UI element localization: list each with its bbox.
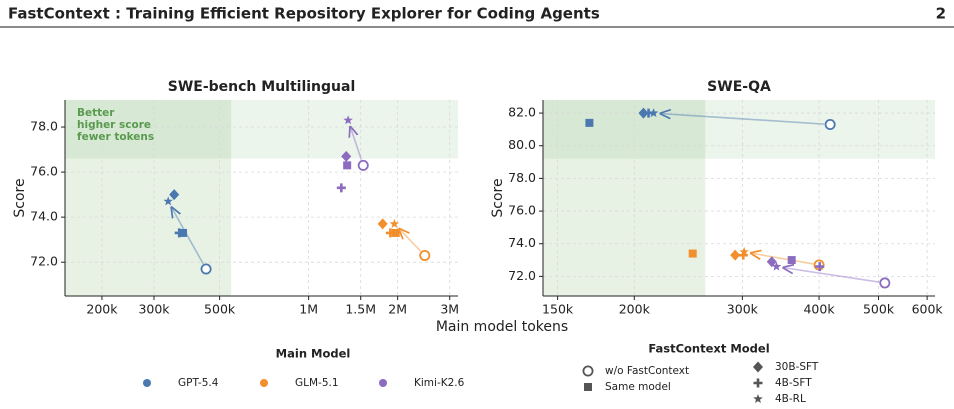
improvement-arrow [661, 114, 825, 125]
improvement-arrow [399, 229, 422, 252]
x-tick-label: 1M [299, 302, 318, 317]
x-tick-label: 300k [727, 302, 759, 317]
annotation: Better [77, 107, 115, 119]
marker-diamond [753, 361, 763, 373]
y-tick-label: 82.0 [508, 105, 536, 120]
marker-circle [582, 365, 594, 377]
y-tick-label: 80.0 [508, 137, 536, 152]
improvement-arrow [751, 253, 814, 265]
better-region [543, 100, 706, 296]
x-tick-label: 500k [863, 302, 895, 317]
x-tick-label: 200k [86, 302, 118, 317]
y-axis-label: Score [12, 178, 28, 217]
marker-square [787, 256, 796, 265]
legend-label: Same model [605, 381, 671, 393]
legend-label: 4B-SFT [775, 377, 812, 389]
legend-label: w/o FastContext [605, 365, 689, 377]
y-tick-label: 74.0 [508, 235, 536, 250]
better-region [543, 100, 935, 159]
legend-swatch [260, 379, 268, 387]
marker-star [753, 394, 763, 403]
marker-square [391, 228, 400, 237]
improvement-arrow [783, 268, 880, 283]
y-tick-label: 76.0 [508, 203, 536, 218]
legend-swatch [379, 379, 387, 387]
improvement-arrow [172, 207, 204, 265]
x-tick-label: 400k [803, 302, 835, 317]
marker-plus [753, 378, 763, 388]
x-axis-label: Main model tokens [436, 319, 568, 335]
y-tick-label: 72.0 [30, 254, 58, 269]
marker-star [163, 196, 173, 206]
annotation: fewer tokens [77, 131, 154, 143]
marker-square [585, 118, 594, 127]
annotation: higher score [77, 119, 151, 131]
series [585, 107, 836, 131]
x-tick-label: 500k [204, 302, 236, 317]
x-tick-label: 2M [388, 302, 407, 317]
chart-title: SWE-QA [707, 79, 771, 95]
marker-star [648, 108, 659, 118]
marker-circle [200, 263, 212, 275]
marker-circle [824, 119, 836, 131]
marker-star [343, 115, 353, 125]
marker-diamond [169, 189, 180, 201]
legend-label: 30B-SFT [775, 361, 819, 373]
x-tick-label: 600k [912, 302, 944, 317]
marker-circle [357, 159, 369, 171]
marker-star [739, 246, 749, 256]
page-number: 2 [936, 5, 946, 23]
legend-label: GLM-5.1 [295, 377, 339, 389]
marker-circle [879, 277, 891, 289]
improvement-arrow [350, 127, 363, 160]
marker-diamond [730, 249, 741, 261]
x-tick-label: 1.5M [345, 302, 376, 317]
legend-title: FastContext Model [648, 342, 769, 356]
marker-square [688, 249, 697, 258]
y-tick-label: 78.0 [30, 119, 58, 134]
marker-plus [174, 228, 184, 238]
series [688, 246, 825, 271]
marker-plus [336, 183, 346, 193]
series [336, 115, 369, 193]
marker-square [343, 161, 352, 170]
better-region [65, 100, 458, 159]
marker-circle [419, 249, 431, 261]
y-tick-label: 78.0 [508, 170, 536, 185]
series [766, 256, 891, 289]
marker-diamond [377, 218, 388, 230]
series [377, 218, 431, 261]
y-tick-label: 74.0 [30, 209, 58, 224]
marker-star [389, 218, 400, 228]
x-tick-label: 3M [440, 302, 459, 317]
series [163, 189, 212, 275]
marker-diamond [638, 107, 649, 119]
marker-plus [815, 262, 825, 272]
better-region [65, 100, 232, 296]
x-tick-label: 300k [138, 302, 170, 317]
legend-label: Kimi-K2.6 [414, 377, 465, 389]
legend-swatch [143, 379, 151, 387]
paper-title: FastContext : Training Efficient Reposit… [8, 5, 600, 23]
chart-title: SWE-bench Multilingual [168, 79, 356, 95]
marker-plus [385, 228, 395, 238]
marker-square [584, 383, 592, 391]
y-tick-label: 72.0 [508, 268, 536, 283]
legend-label: 4B-RL [775, 393, 806, 405]
y-tick-label: 76.0 [30, 164, 58, 179]
legend-title: Main Model [276, 347, 351, 361]
marker-star [771, 261, 782, 271]
marker-diamond [766, 256, 777, 268]
legend-label: GPT-5.4 [178, 377, 219, 389]
marker-diamond [341, 150, 352, 162]
x-tick-label: 200k [619, 302, 651, 317]
y-axis-label: Score [490, 178, 506, 217]
x-tick-label: 150k [542, 302, 574, 317]
